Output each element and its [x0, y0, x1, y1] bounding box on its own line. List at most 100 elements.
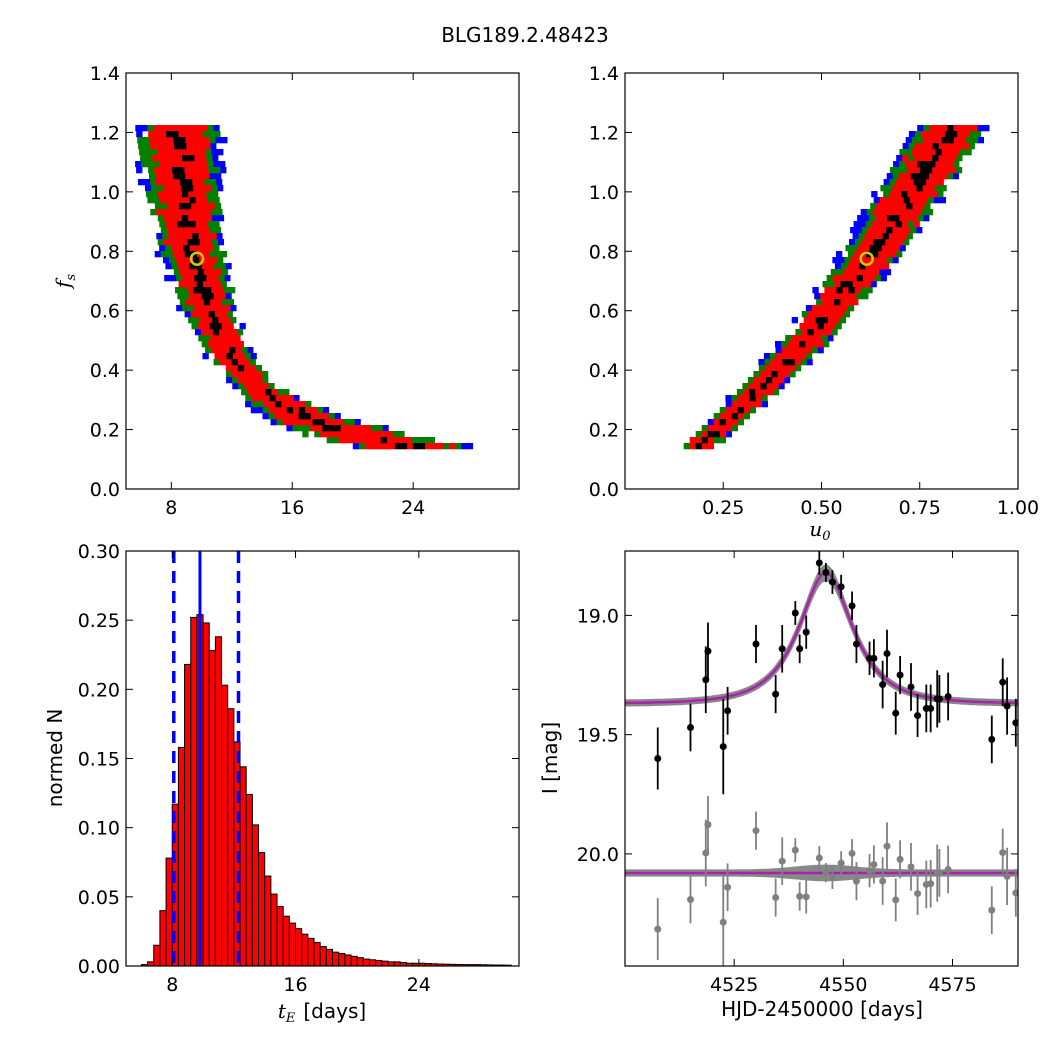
region-cell [932, 143, 939, 150]
region-cell [940, 173, 947, 180]
region-cell [919, 179, 926, 186]
region-cell [300, 419, 307, 426]
data-point [852, 640, 860, 648]
region-cell [147, 197, 154, 204]
y-tick-label: 0.0 [589, 479, 619, 501]
y-axis-label-sub: s [64, 274, 79, 281]
region-cell [265, 389, 272, 396]
region-cell [193, 215, 201, 222]
region-cell [208, 203, 216, 210]
region-cell [920, 143, 927, 150]
data-point [907, 683, 915, 691]
region-cell [851, 245, 858, 252]
region-cell [929, 149, 936, 156]
x-axis-label-sub: E [285, 1011, 296, 1026]
histogram-bar [258, 852, 266, 967]
region-cell [901, 191, 908, 198]
region-cell [159, 245, 166, 252]
region-cell [162, 179, 169, 186]
region-cell [262, 407, 270, 414]
region-cell [430, 443, 438, 450]
region-cell [747, 377, 755, 384]
region-cell [214, 167, 221, 174]
x-tick-label: 24 [407, 974, 431, 996]
region-cell [835, 305, 843, 312]
region-cell [203, 137, 210, 144]
region-cell [214, 353, 221, 360]
region-cell [198, 233, 205, 240]
region-cell [857, 245, 864, 252]
region-cell [220, 281, 227, 288]
three-sigma-region [707, 125, 990, 438]
region-cell [782, 365, 790, 372]
region-cell [834, 263, 842, 270]
region-cell [293, 395, 300, 402]
region-cell [466, 443, 474, 450]
region-cell [870, 263, 878, 270]
region-cell [206, 275, 213, 282]
region-cell [165, 197, 172, 204]
data-point [687, 723, 694, 731]
region-cell [185, 137, 192, 144]
x-axis-label: tE [days] [278, 999, 366, 1026]
region-cell [181, 257, 188, 264]
region-cell [318, 419, 325, 426]
region-cell [191, 173, 198, 180]
region-cell [935, 125, 942, 132]
region-cell [781, 347, 788, 354]
region-cell [195, 263, 202, 270]
region-cell [263, 401, 270, 408]
region-cell [374, 437, 381, 444]
region-cell [941, 149, 948, 156]
residual-point [848, 849, 856, 857]
region-cell [424, 443, 432, 450]
region-cell [332, 437, 339, 444]
region-cell [193, 185, 200, 192]
region-cell [925, 167, 933, 174]
region-cell [856, 275, 863, 282]
region-cell [183, 245, 190, 252]
region-cell [813, 311, 821, 318]
region-cell [865, 221, 872, 228]
region-cell [274, 407, 282, 414]
data-point [870, 654, 878, 662]
region-cell [148, 131, 155, 138]
region-cell [213, 245, 220, 252]
region-cell [889, 221, 896, 228]
region-cell [828, 299, 835, 306]
region-cell [941, 125, 948, 132]
region-cell [167, 137, 174, 144]
region-cell [880, 227, 887, 234]
region-cell [944, 143, 951, 150]
region-cell [781, 341, 788, 348]
region-cell [157, 185, 164, 192]
region-cell [185, 173, 192, 180]
region-cell [184, 131, 191, 138]
region-cell [854, 287, 861, 294]
region-cell [856, 257, 863, 264]
region-cell [923, 125, 930, 132]
histogram-bar [393, 961, 401, 967]
region-cell [935, 137, 942, 144]
region-cell [925, 179, 932, 186]
region-cell [208, 227, 216, 234]
region-cell [182, 305, 189, 312]
x-tick-label: 1.00 [997, 497, 1039, 519]
region-cell [713, 431, 720, 438]
region-cell [241, 347, 248, 354]
region-cell [192, 233, 199, 240]
region-cell [342, 419, 349, 426]
region-cell [207, 221, 214, 228]
region-cell [938, 155, 945, 162]
region-cell [771, 377, 779, 384]
y-tick-label: 19.5 [577, 725, 619, 747]
region-cell [977, 125, 984, 132]
region-cell [187, 239, 194, 246]
region-cell [310, 407, 318, 414]
region-cell [888, 233, 895, 240]
region-cell [844, 257, 851, 264]
region-cell [737, 395, 744, 402]
region-cell [864, 263, 872, 270]
histogram-bar [147, 961, 155, 967]
region-cell [157, 215, 165, 222]
